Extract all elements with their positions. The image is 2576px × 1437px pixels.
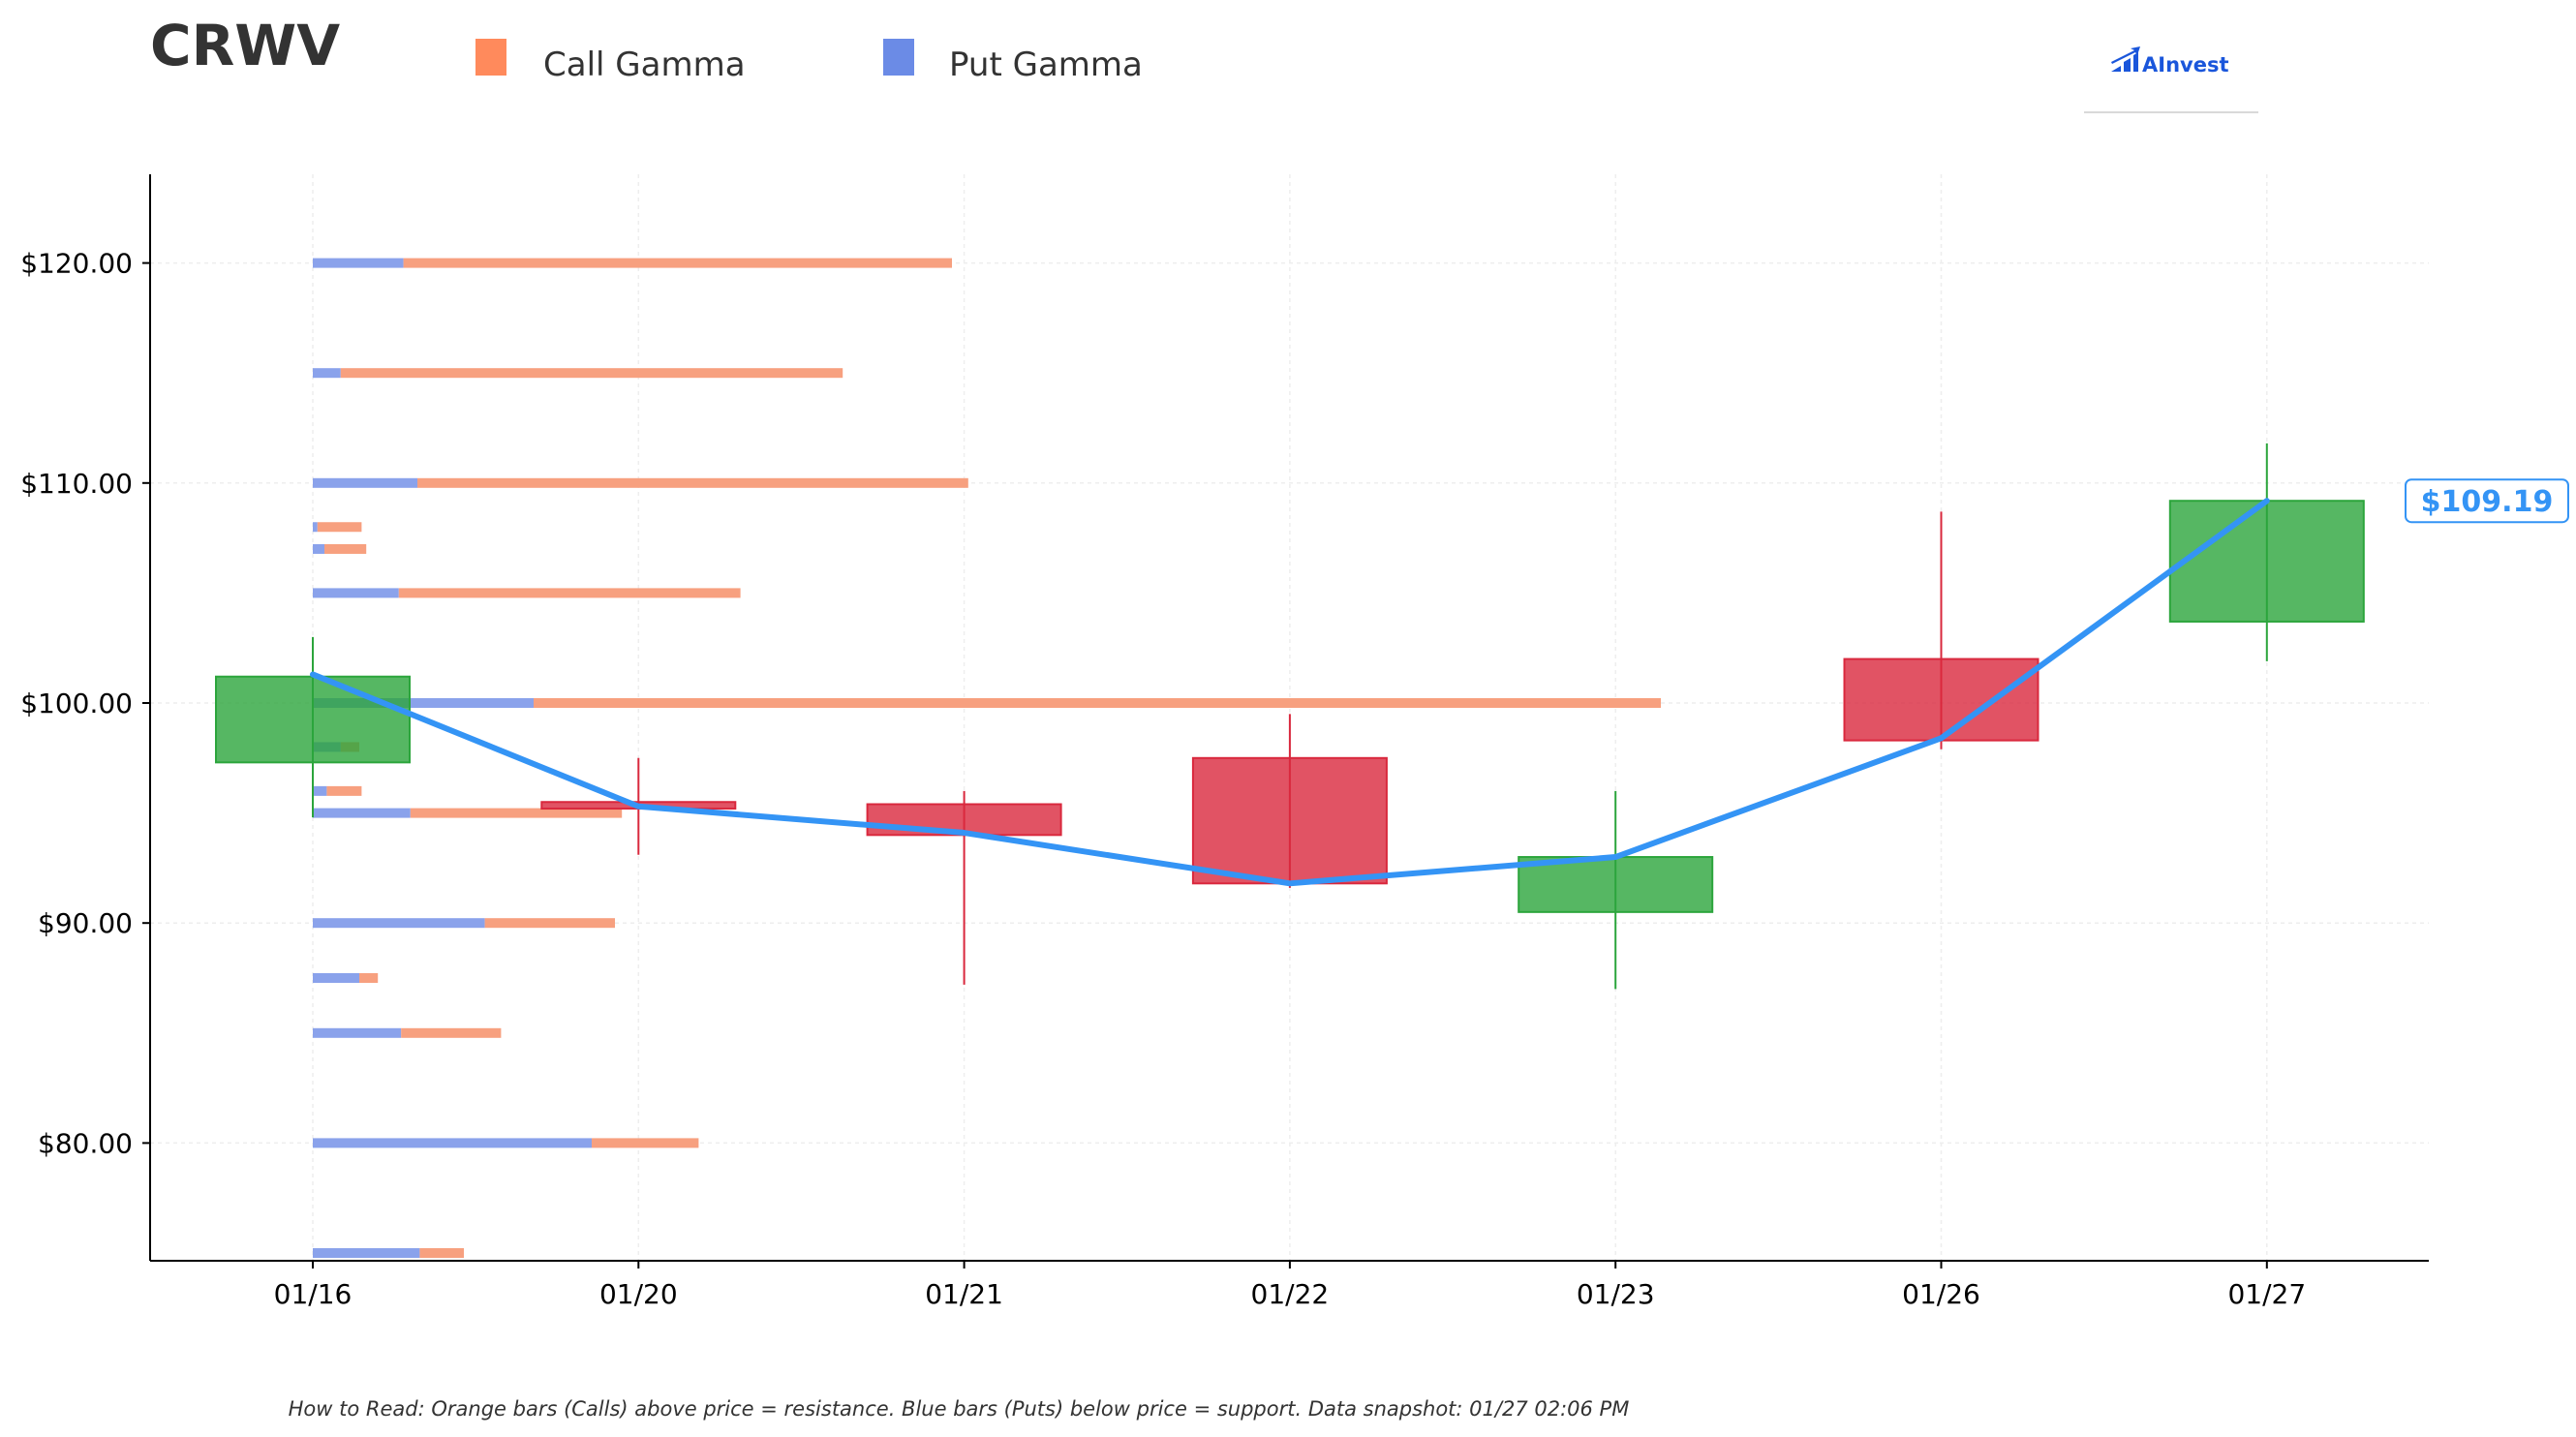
candle-body <box>1191 756 1388 885</box>
last-price-label: $109.19 <box>2421 485 2554 519</box>
call-gamma-bar <box>592 1138 699 1148</box>
put-gamma-legend-label: Put Gamma <box>949 46 1143 84</box>
footnote: How to Read: Orange bars (Calls) above p… <box>289 1397 1630 1421</box>
put-gamma-bar <box>313 522 318 533</box>
put-gamma-bar <box>313 785 327 796</box>
call-gamma-bar <box>398 588 741 598</box>
put-gamma-bar <box>313 1027 402 1038</box>
price-line-layer <box>310 498 2270 887</box>
x-tick-label: 01/27 <box>2227 1278 2306 1310</box>
put-gamma-bar <box>313 698 534 708</box>
y-tick-label: $90.00 <box>38 907 133 939</box>
put-gamma-legend-swatch <box>883 39 914 76</box>
y-tick-label: $100.00 <box>20 688 133 719</box>
put-gamma-bar <box>313 477 417 488</box>
call-gamma-bar <box>340 368 843 379</box>
x-tick-label: 01/21 <box>925 1278 1003 1310</box>
x-tick-label: 01/20 <box>599 1278 678 1310</box>
call-gamma-bar <box>419 1248 464 1258</box>
ticker-title: CRWV <box>150 13 340 78</box>
put-gamma-bar <box>313 258 404 268</box>
logo-arrow-icon <box>2111 46 2140 64</box>
chart-axes: $80.00 $90.00 $100.00 $110.00 $120.00 01/16 01… <box>20 174 2429 1310</box>
call-gamma-bar <box>534 698 1661 708</box>
price-line <box>310 498 2270 887</box>
x-tick-label: 01/16 <box>274 1278 353 1310</box>
call-gamma-legend-swatch <box>475 39 506 76</box>
x-tick-label: 01/23 <box>1577 1278 1655 1310</box>
candles <box>215 443 2365 990</box>
logo-bars-icon <box>2111 52 2138 72</box>
call-gamma-bar <box>401 1027 502 1038</box>
candle-body <box>1843 657 2039 742</box>
logo-text: AInvest <box>2142 53 2229 76</box>
call-gamma-legend-label: Call Gamma <box>543 46 746 84</box>
put-gamma-bar <box>313 973 359 983</box>
call-gamma-bar <box>317 522 362 533</box>
call-gamma-bar <box>417 477 968 488</box>
call-gamma-bar <box>326 785 362 796</box>
put-gamma-bar <box>313 1138 592 1148</box>
candle-body <box>2168 500 2365 623</box>
call-gamma-bar <box>484 918 615 929</box>
last-price-label-box <box>2405 478 2569 524</box>
x-tick-label: 01/22 <box>1251 1278 1330 1310</box>
call-gamma-bar <box>403 258 953 268</box>
put-gamma-bar <box>313 918 485 929</box>
put-gamma-bar <box>313 588 399 598</box>
call-gamma-bar <box>359 973 379 983</box>
x-tick-label: 01/26 <box>1902 1278 1980 1310</box>
chart-header: CRWV Call Gamma Put Gamma AInvest <box>150 13 2258 113</box>
ainvest-logo: AInvest <box>2084 46 2258 113</box>
y-tick-label: $110.00 <box>20 468 133 500</box>
put-gamma-bar <box>313 543 324 554</box>
put-gamma-bar <box>313 368 341 379</box>
y-tick-label: $120.00 <box>20 248 133 280</box>
price-label-layer: $109.19 <box>2405 478 2569 524</box>
call-gamma-bar <box>324 543 367 554</box>
y-tick-label: $80.00 <box>38 1127 133 1159</box>
put-gamma-bar <box>313 808 411 818</box>
put-gamma-bar <box>313 1248 420 1258</box>
call-gamma-bar <box>410 808 623 818</box>
candle-body <box>215 675 411 764</box>
gamma-bars <box>313 258 1661 1258</box>
